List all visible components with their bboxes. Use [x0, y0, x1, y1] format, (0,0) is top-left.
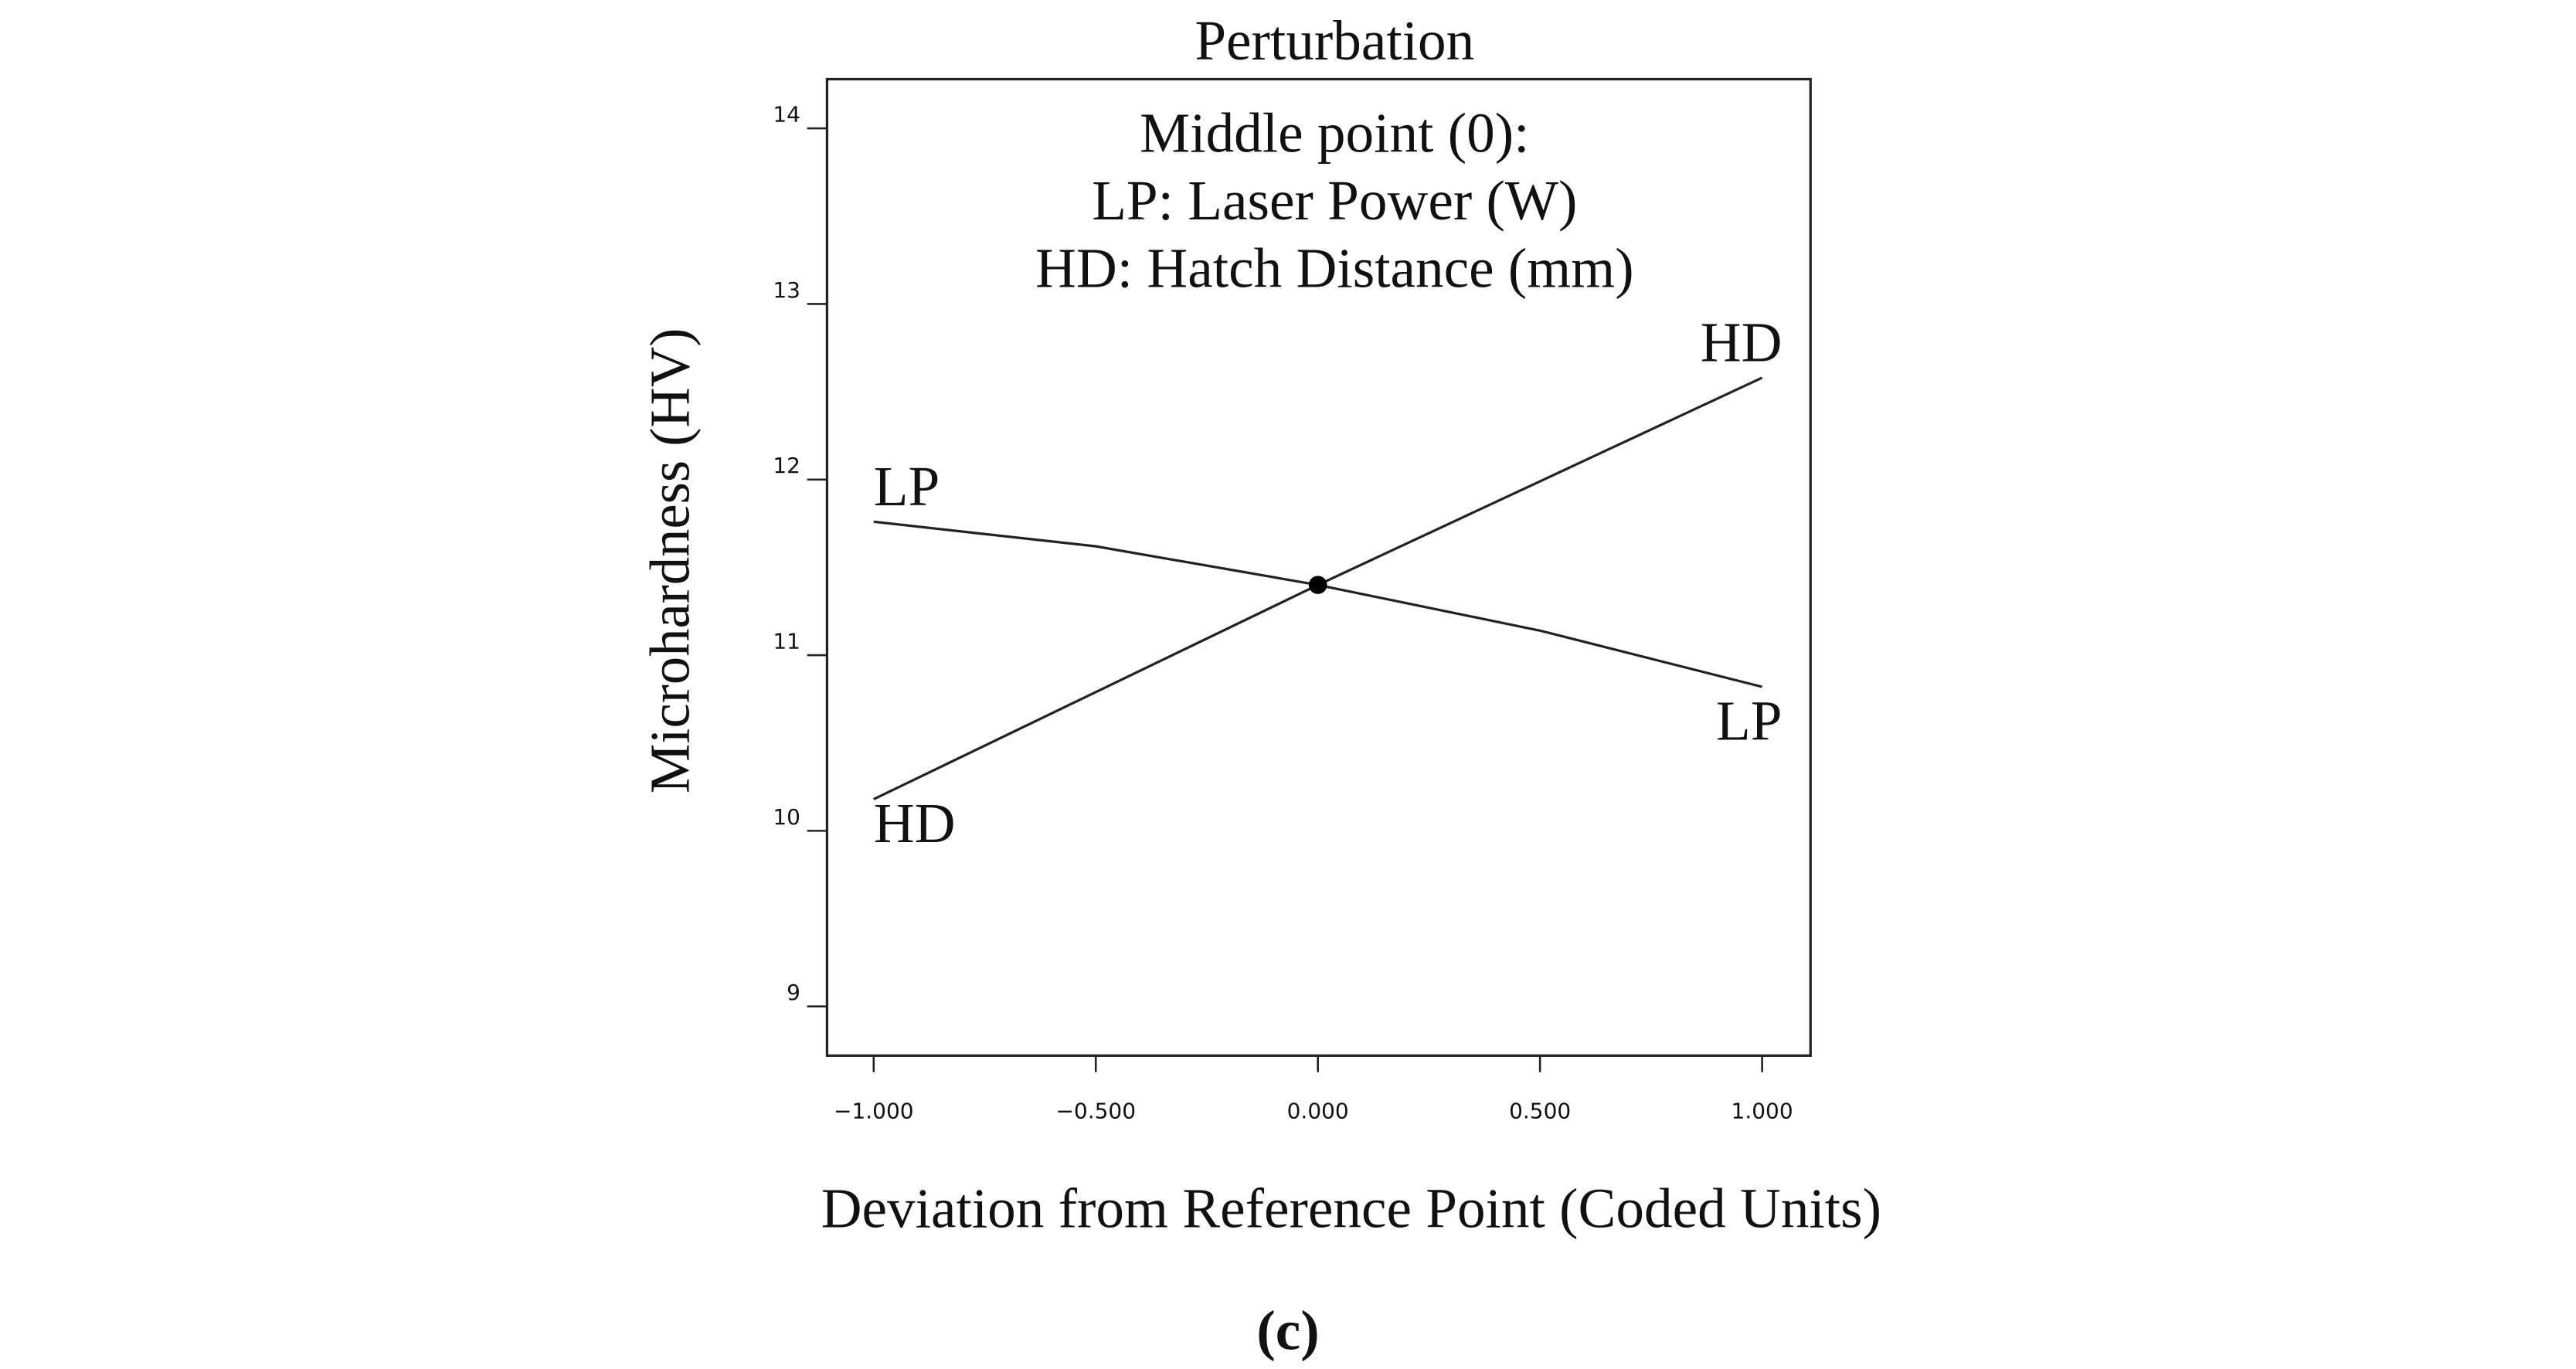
y-tick-label: 10 [773, 804, 800, 830]
series-line [873, 520, 1763, 688]
annotation: Middle point (0): [1140, 102, 1529, 165]
series-label: LP [1716, 690, 1782, 752]
series-label: LP [874, 455, 940, 518]
y-axis-label: Microhardness (HV) [638, 328, 701, 794]
y-tick-label: 9 [787, 980, 800, 1005]
chart-title: Perturbation [1195, 9, 1474, 72]
annotation: HD: Hatch Distance (mm) [1035, 237, 1634, 300]
x-tick-label: 1.000 [1731, 1099, 1793, 1124]
x-tick-label: −0.500 [1055, 1099, 1136, 1124]
annotation: LP: Laser Power (W) [1092, 169, 1577, 232]
reference-point [1308, 576, 1327, 594]
x-tick-label: 0.000 [1287, 1099, 1349, 1124]
series-label: HD [1701, 311, 1782, 374]
series-label: HD [874, 792, 956, 854]
caption: (c) [1256, 1299, 1319, 1362]
x-tick-label: 0.500 [1509, 1099, 1571, 1124]
y-tick-label: 11 [773, 629, 800, 654]
x-tick-label: −1.000 [834, 1099, 914, 1124]
x-axis-label: Deviation from Reference Point (Coded Un… [821, 1177, 1881, 1240]
y-tick-label: 13 [773, 277, 800, 303]
y-tick-label: 14 [773, 102, 800, 127]
y-tick-label: 12 [773, 453, 800, 478]
